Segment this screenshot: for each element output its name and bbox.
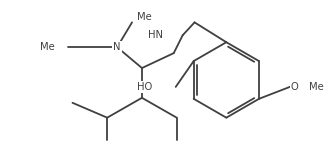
Text: HO: HO [137,82,152,92]
Text: Me: Me [137,12,152,22]
Text: Me: Me [309,82,323,92]
Text: Me: Me [40,42,54,52]
Text: N: N [113,42,121,52]
Text: HN: HN [148,30,163,40]
Text: O: O [291,82,299,92]
